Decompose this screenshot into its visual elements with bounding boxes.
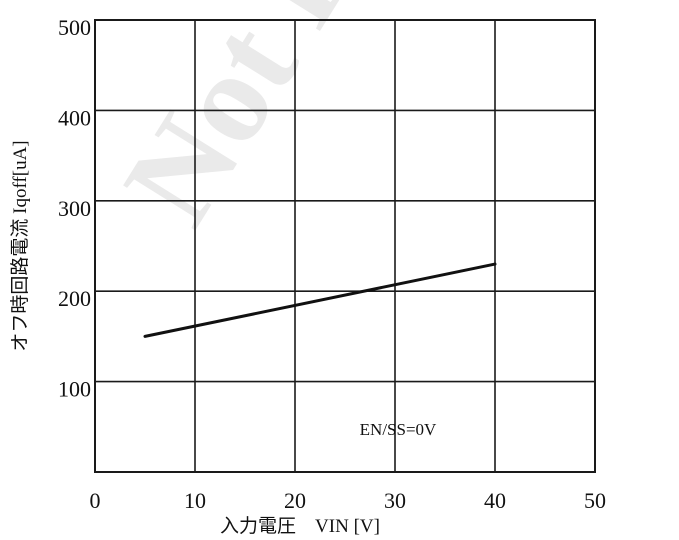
- series-line: [143, 262, 497, 338]
- plot-border: [94, 19, 596, 473]
- x-tick-label: 20: [284, 488, 306, 513]
- x-axis-label: 入力電圧 VIN [V]: [220, 515, 380, 537]
- x-tick-label: 30: [384, 488, 406, 513]
- y-tick-label: 200: [58, 286, 91, 311]
- x-tick-labels: 0 10 20 30 40 50: [90, 488, 607, 513]
- series-layer: [143, 262, 497, 338]
- y-tick-label: 100: [58, 377, 91, 402]
- x-tick-label: 0: [90, 488, 101, 513]
- y-tick-label: 400: [58, 105, 91, 130]
- y-tick-label: 500: [58, 15, 91, 40]
- y-axis-label: オフ時回路電流 Iqoff[uA]: [9, 140, 31, 351]
- grid: [95, 20, 595, 472]
- x-tick-label: 50: [584, 488, 606, 513]
- y-tick-label: 300: [58, 196, 91, 221]
- x-tick-label: 40: [484, 488, 506, 513]
- condition-annotation: EN/SS=0V: [360, 420, 437, 439]
- watermark-text: Not Re: [96, 0, 423, 248]
- watermark: Not Re: [96, 0, 423, 248]
- x-tick-label: 10: [184, 488, 206, 513]
- y-tick-labels: 100 200 300 400 500: [58, 15, 91, 402]
- plot-frame: [94, 19, 596, 473]
